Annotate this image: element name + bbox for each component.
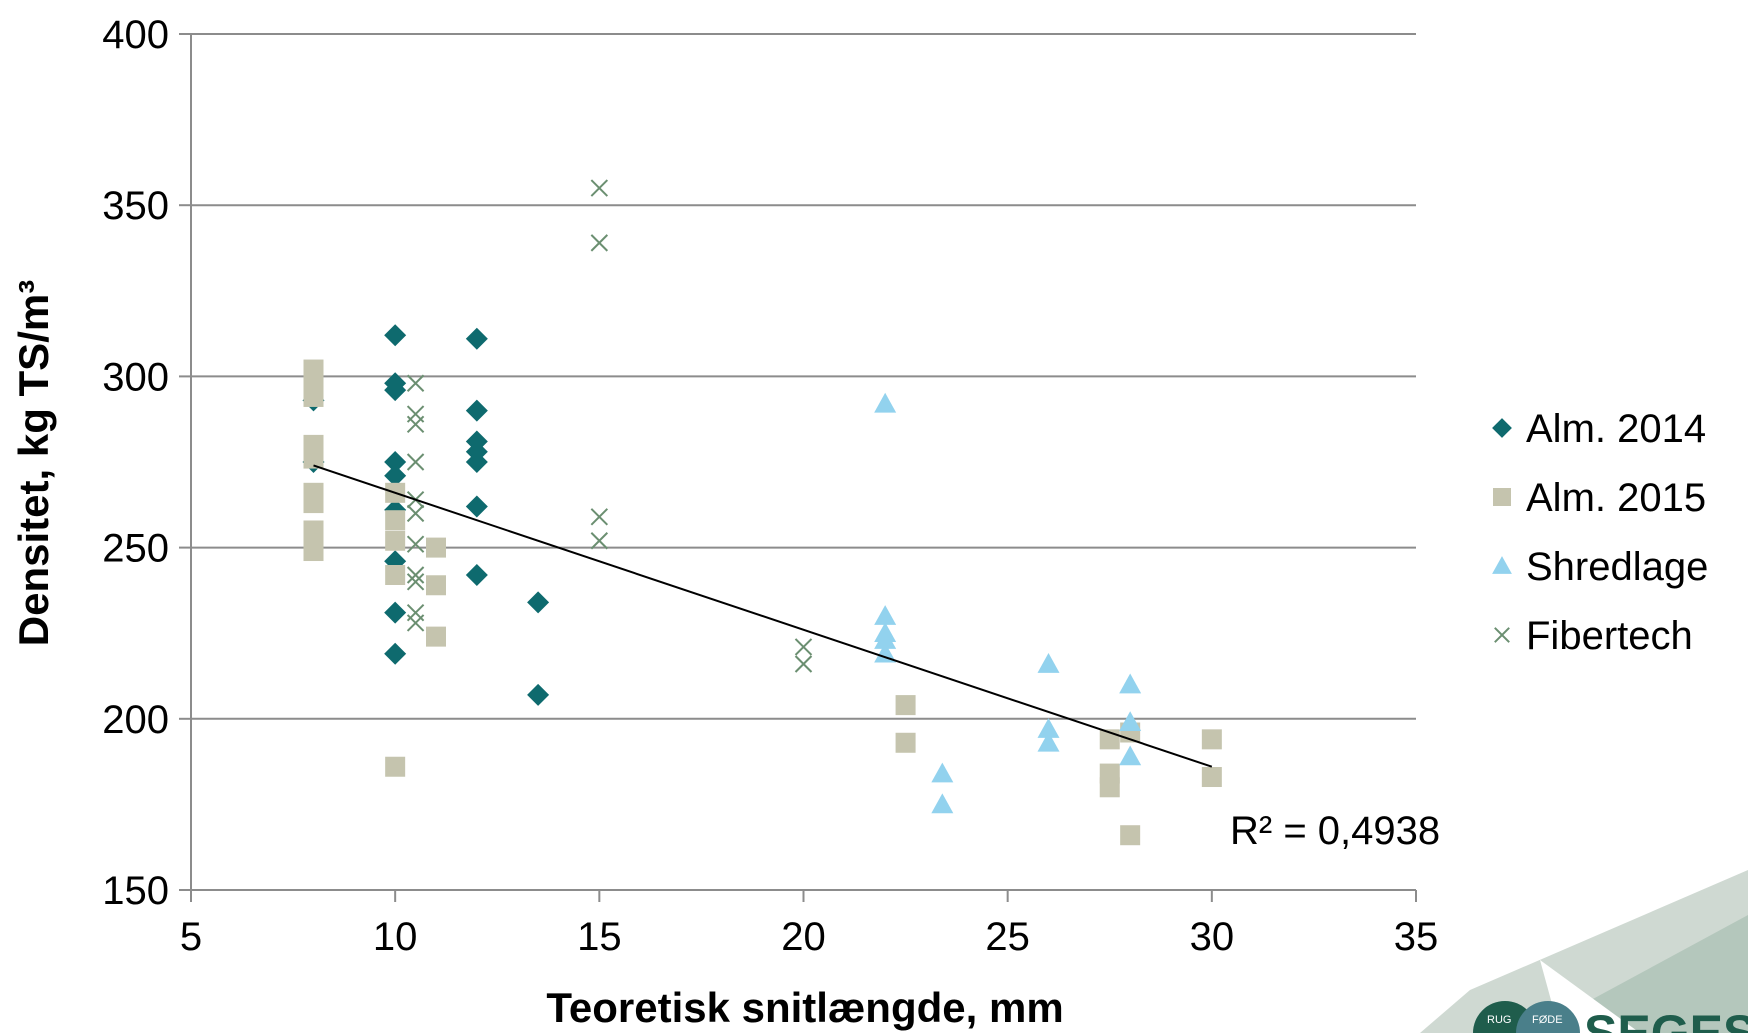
legend-label: Alm. 2015: [1526, 476, 1706, 520]
point-alm-2015: [895, 695, 916, 716]
logo-wordmark: SEGES: [1584, 1005, 1748, 1033]
point-shredlage: [1119, 673, 1142, 694]
point-shredlage: [1119, 745, 1142, 766]
point-fibertech: [794, 655, 813, 673]
point-alm-2015: [303, 386, 324, 407]
point-alm-2015: [1201, 729, 1222, 750]
point-alm-2014: [465, 563, 488, 586]
point-alm-2015: [303, 541, 324, 562]
logo-seal-right: [1516, 1001, 1580, 1033]
point-alm-2015: [385, 530, 406, 551]
point-alm-2015: [1201, 767, 1222, 788]
x-tick-label: 20: [781, 915, 826, 959]
y-tick-label: 400: [102, 13, 169, 57]
point-alm-2015: [385, 510, 406, 531]
axes: [190, 34, 1416, 891]
point-shredlage: [874, 642, 897, 663]
point-alm-2015: [1120, 825, 1141, 846]
point-fibertech: [406, 374, 425, 392]
legend-label: Shredlage: [1526, 545, 1708, 589]
point-fibertech: [406, 614, 425, 632]
point-alm-2015: [895, 732, 916, 753]
legend-label: Alm. 2014: [1526, 407, 1706, 451]
point-alm-2014: [465, 327, 488, 350]
point-alm-2015: [385, 564, 406, 585]
point-fibertech: [406, 573, 425, 591]
point-fibertech: [590, 179, 609, 197]
point-shredlage: [1119, 711, 1142, 732]
point-alm-2014: [527, 591, 550, 614]
point-fibertech: [406, 535, 425, 553]
y-tick-label: 350: [102, 184, 169, 228]
point-alm-2014: [384, 642, 407, 665]
y-tick-label: 300: [102, 355, 169, 399]
y-axis-title: Densitet, kg TS/m³: [10, 280, 57, 646]
point-alm-2015: [426, 575, 446, 596]
point-shredlage: [874, 392, 897, 413]
y-tick-label: 200: [102, 698, 169, 742]
point-alm-2014: [465, 399, 488, 422]
point-alm-2014: [384, 324, 407, 347]
r-squared-label: R² = 0,4938: [1230, 809, 1440, 853]
point-fibertech: [590, 532, 609, 550]
data-points: [302, 179, 1222, 846]
point-fibertech: [406, 566, 425, 584]
trendline: [313, 464, 1213, 768]
point-alm-2014: [384, 464, 407, 487]
point-shredlage: [1037, 731, 1060, 752]
point-fibertech: [590, 234, 609, 252]
point-alm-2014: [384, 451, 407, 473]
point-alm-2014: [384, 379, 407, 402]
point-alm-2015: [426, 626, 446, 647]
gridlines: [191, 33, 1416, 720]
x-tick-label: 30: [1190, 915, 1235, 959]
point-shredlage: [931, 793, 954, 814]
legend: Alm. 2014 Alm. 2015 Shredlage Fibertech: [1492, 407, 1708, 658]
point-fibertech: [794, 638, 813, 656]
point-fibertech: [406, 504, 425, 523]
point-shredlage: [1037, 718, 1060, 738]
y-tick-label: 150: [102, 869, 169, 913]
point-shredlage: [1037, 653, 1060, 673]
x-tick-label: 35: [1394, 915, 1439, 959]
x-tick-label: 10: [373, 915, 418, 959]
legend-marker: [1493, 488, 1511, 506]
y-tick-label: 250: [102, 527, 169, 571]
point-alm-2015: [303, 493, 324, 514]
point-fibertech: [406, 453, 425, 471]
point-alm-2015: [1099, 777, 1120, 798]
legend-marker: [1492, 418, 1512, 438]
x-axis-ticks: 5 10 15 20 25 30 35: [180, 890, 1438, 959]
point-alm-2014: [384, 601, 407, 624]
point-shredlage: [874, 629, 897, 649]
seges-logo: RUG FØDE SEGES: [1420, 870, 1748, 1033]
point-alm-2014: [465, 495, 488, 518]
point-alm-2014: [527, 683, 550, 706]
point-shredlage: [931, 762, 954, 783]
point-alm-2015: [303, 448, 324, 469]
x-tick-label: 15: [577, 915, 622, 959]
point-alm-2015: [385, 756, 406, 777]
x-tick-label: 25: [985, 915, 1030, 959]
logo-seal-text-right: FØDE: [1532, 1014, 1563, 1026]
x-axis-title: Teoretisk snitlængde, mm: [546, 984, 1063, 1031]
trendline-line: [313, 464, 1213, 768]
point-fibertech: [590, 508, 609, 526]
legend-label: Fibertech: [1526, 614, 1693, 658]
point-fibertech: [406, 415, 425, 434]
logo-seal-text-left: RUG: [1487, 1014, 1511, 1026]
point-alm-2014: [465, 451, 488, 473]
point-alm-2015: [426, 537, 446, 558]
point-shredlage: [874, 605, 897, 625]
legend-marker: [1492, 556, 1512, 574]
x-tick-label: 5: [180, 915, 202, 959]
y-axis-ticks: 150 200 250 300 350 400: [102, 13, 191, 913]
legend-marker: [1494, 627, 1510, 643]
